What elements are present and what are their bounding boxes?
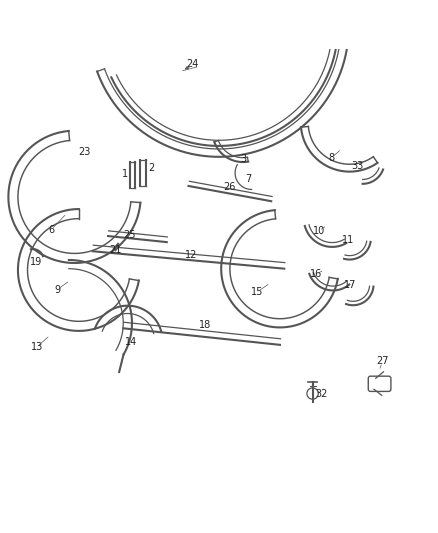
Text: 26: 26: [224, 182, 236, 192]
Text: 27: 27: [376, 357, 389, 366]
Text: 7: 7: [245, 174, 252, 184]
Text: 32: 32: [315, 389, 328, 399]
Text: 21: 21: [109, 245, 122, 255]
Text: 25: 25: [124, 230, 136, 240]
Text: 8: 8: [328, 152, 334, 163]
Text: 15: 15: [251, 287, 264, 297]
Text: 16: 16: [310, 269, 322, 279]
Text: 9: 9: [54, 285, 60, 295]
Text: 33: 33: [351, 161, 364, 172]
Text: 24: 24: [187, 59, 199, 69]
Text: 2: 2: [148, 163, 155, 173]
Text: 18: 18: [199, 320, 211, 330]
Text: 19: 19: [30, 257, 42, 267]
Text: 13: 13: [31, 342, 43, 352]
Text: 12: 12: [184, 250, 197, 260]
Text: 1: 1: [121, 169, 127, 179]
Text: 3: 3: [240, 154, 246, 164]
Text: 11: 11: [342, 236, 354, 245]
Text: 10: 10: [313, 226, 325, 236]
Text: 23: 23: [78, 148, 90, 157]
Text: 14: 14: [124, 337, 137, 347]
Text: 17: 17: [344, 280, 357, 290]
Text: 6: 6: [48, 224, 54, 235]
